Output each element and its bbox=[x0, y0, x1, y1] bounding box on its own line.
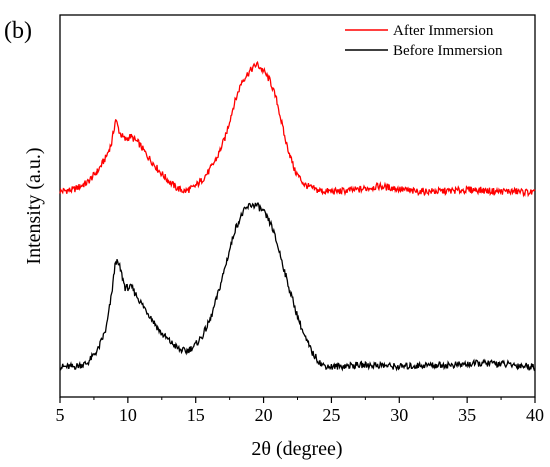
x-tick-label: 40 bbox=[526, 405, 544, 425]
legend: After Immersion Before Immersion bbox=[345, 23, 503, 59]
y-axis-title: Intensity (a.u.) bbox=[23, 147, 45, 264]
series-line-after-immersion bbox=[59, 60, 536, 198]
series-layer bbox=[59, 60, 536, 372]
x-tick-label: 5 bbox=[56, 405, 65, 425]
x-tick-label: 20 bbox=[255, 405, 273, 425]
legend-label-after: After Immersion bbox=[393, 23, 494, 39]
x-axis-title: 2θ (degree) bbox=[251, 438, 342, 460]
x-tick-label: 35 bbox=[458, 405, 476, 425]
x-tick-label: 10 bbox=[119, 405, 137, 425]
x-tick-label: 25 bbox=[322, 405, 340, 425]
x-axis: 5 10 15 20 25 30 35 40 bbox=[56, 397, 544, 425]
x-tick-label: 30 bbox=[390, 405, 408, 425]
panel-label: (b) bbox=[4, 18, 32, 44]
series-line-before-immersion bbox=[59, 202, 536, 372]
plot-frame bbox=[59, 14, 536, 398]
x-tick-label: 15 bbox=[187, 405, 205, 425]
legend-label-before: Before Immersion bbox=[393, 43, 503, 59]
